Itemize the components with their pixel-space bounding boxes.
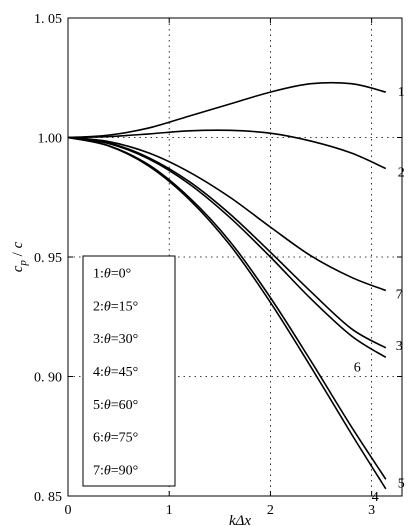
curve-end-label: 3 [396,339,403,354]
legend-entry: 4:θ=45° [93,365,138,380]
legend-entry: 7:θ=90° [93,464,138,479]
curve-end-label: 5 [398,476,405,491]
legend-entry: 1:θ=0° [93,266,131,281]
curve-end-label: 2 [398,166,405,181]
y-tick-label: 0. 95 [34,251,62,266]
legend-box [82,255,176,487]
series-line [67,81,387,139]
curve-end-labels: 1 2 3 4 5 6 7 [354,85,405,505]
x-tick-label: 2 [267,503,274,518]
legend-entry: 5:θ=60° [93,398,138,413]
y-axis-label-text: cp / c [10,241,29,272]
curve-end-label: 7 [396,287,403,302]
series-line [67,129,387,170]
x-tick-label: 1 [166,503,173,518]
x-tick-label: 0 [65,503,72,518]
x-axis-label: kΔx [229,513,251,526]
y-tick-label: 1.00 [38,132,63,147]
legend-entry: 3:θ=30° [93,332,138,347]
y-tick-label: 0. 90 [34,371,62,386]
y-tick-label: 1. 05 [34,12,62,27]
y-tick-label: 0. 85 [34,490,62,505]
curve-end-label: 4 [372,490,379,505]
series-line [67,136,387,292]
y-axis-label: cp / c [10,241,29,272]
series-line [67,136,387,480]
curve-end-label: 1 [398,85,405,100]
series-line [67,136,387,359]
legend: 1:θ=0° 2:θ=15° 3:θ=30° 4:θ=45° 5:θ=60° 6:θ=75… [82,255,176,487]
series-curves [67,81,387,490]
x-tick-label: 3 [368,503,375,518]
legend-entry: 6:θ=75° [93,431,138,446]
axis-ticks: 0 1 2 3 0. 85 0. 90 0. 95 1.00 1. 05 [34,12,402,518]
curve-end-label: 6 [354,360,361,375]
legend-entry: 2:θ=15° [93,299,138,314]
